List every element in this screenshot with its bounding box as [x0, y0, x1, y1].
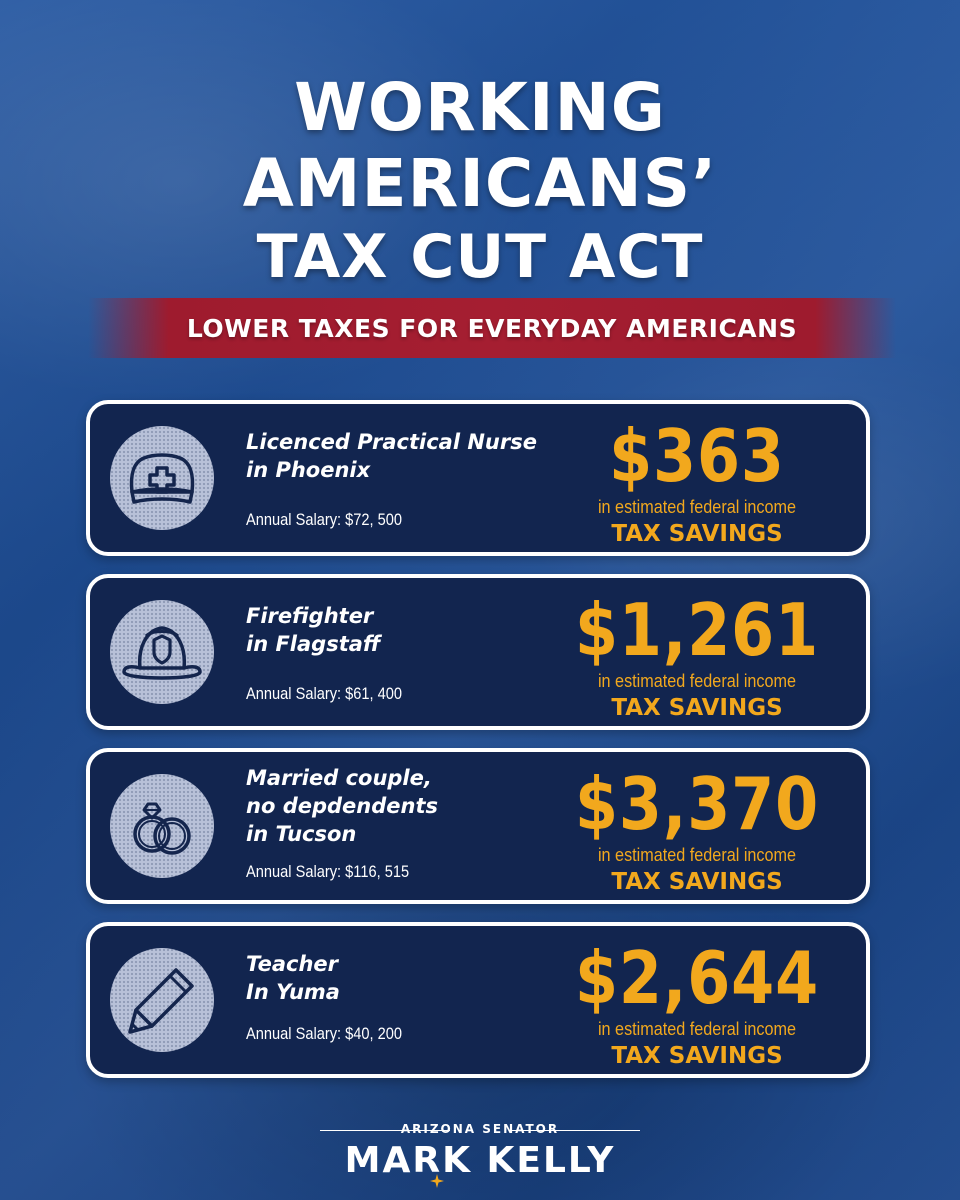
card-firefighter: Firefighter in Flagstaff Annual Salary: …	[86, 574, 870, 730]
pencil-icon	[110, 948, 214, 1052]
tax-savings-label: TAX SAVINGS	[611, 1043, 783, 1069]
subtitle-banner: LOWER TAXES FOR EVERYDAY AMERICANS	[88, 298, 896, 358]
job-line: Married couple,	[246, 766, 432, 790]
job-line: no depdendents	[246, 794, 438, 818]
estimate-text: in estimated federal income	[597, 671, 797, 691]
estimate-text: in estimated federal income	[597, 845, 797, 865]
estimate-text: in estimated federal income	[597, 497, 797, 517]
divider	[320, 1130, 450, 1131]
savings-amount: $3,370	[574, 762, 820, 846]
annual-salary: Annual Salary: $40, 200	[246, 1024, 403, 1043]
estimate-text: in estimated federal income	[597, 1019, 797, 1039]
firefighter-helmet-icon	[110, 600, 214, 704]
annual-salary: Annual Salary: $72, 500	[246, 510, 403, 529]
job-line: Licenced Practical Nurse	[246, 430, 537, 454]
logo-name: MARK KELLY	[344, 1140, 616, 1181]
tax-savings-label: TAX SAVINGS	[611, 869, 783, 895]
annual-salary: Annual Salary: $116, 515	[246, 862, 410, 881]
job-line: Teacher	[246, 952, 339, 976]
job-title: Licenced Practical Nurse in Phoenix	[246, 428, 537, 484]
banner-text: LOWER TAXES FOR EVERYDAY AMERICANS	[186, 313, 798, 343]
savings-block: $363 in estimated federal income TAX SAV…	[552, 404, 842, 552]
savings-block: $2,644 in estimated federal income TAX S…	[552, 926, 842, 1074]
job-line: in Tucson	[246, 822, 357, 846]
savings-amount: $1,261	[574, 588, 820, 672]
wedding-rings-icon	[110, 774, 214, 878]
savings-block: $1,261 in estimated federal income TAX S…	[552, 578, 842, 726]
tax-savings-label: TAX SAVINGS	[611, 521, 783, 547]
senator-logo: ARIZONA SENATOR MARK KELLY	[0, 1122, 960, 1192]
nurse-cap-icon	[110, 426, 214, 530]
job-title: Firefighter in Flagstaff	[246, 602, 380, 658]
card-teacher: Teacher In Yuma Annual Salary: $40, 200 …	[86, 922, 870, 1078]
annual-salary: Annual Salary: $61, 400	[246, 684, 403, 703]
job-title: Teacher In Yuma	[246, 950, 340, 1006]
job-line: Firefighter	[246, 604, 374, 628]
card-nurse: Licenced Practical Nurse in Phoenix Annu…	[86, 400, 870, 556]
job-line: in Flagstaff	[246, 632, 381, 656]
savings-amount: $2,644	[574, 936, 820, 1020]
logo-subtitle: ARIZONA SENATOR	[400, 1122, 560, 1136]
title-line-2: AMERICANS’	[242, 145, 718, 222]
star-icon	[430, 1174, 444, 1188]
job-title: Married couple, no depdendents in Tucson	[246, 764, 438, 848]
title-line-3: TAX CUT ACT	[256, 222, 704, 292]
card-married-couple: Married couple, no depdendents in Tucson…	[86, 748, 870, 904]
savings-block: $3,370 in estimated federal income TAX S…	[552, 752, 842, 900]
divider	[510, 1130, 640, 1131]
job-line: In Yuma	[246, 980, 340, 1004]
title-line-1: WORKING	[294, 69, 666, 146]
job-line: in Phoenix	[246, 458, 371, 482]
tax-savings-label: TAX SAVINGS	[611, 695, 783, 721]
savings-amount: $363	[609, 414, 785, 498]
